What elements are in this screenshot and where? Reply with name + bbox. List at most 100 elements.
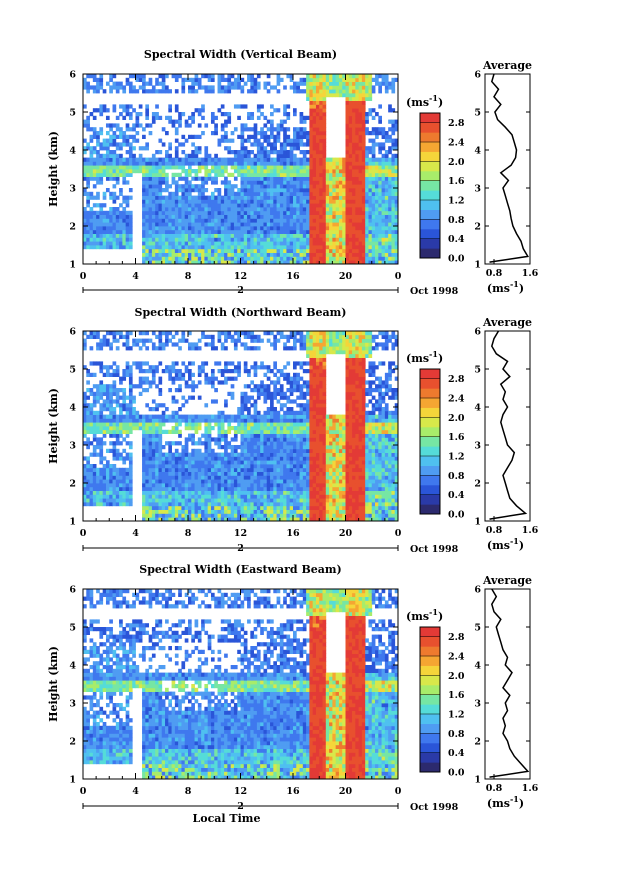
heatmap-cell (286, 180, 291, 185)
heatmap-cell (188, 157, 192, 162)
heatmap-cell (319, 142, 323, 147)
heatmap-cell (83, 226, 87, 231)
avg-y-tick-label: 2 (474, 222, 481, 233)
heatmap-cell (270, 123, 274, 128)
heatmap-cell (214, 123, 218, 128)
heatmap-cell (89, 452, 94, 457)
heatmap-cell (273, 191, 277, 196)
heatmap-cell (289, 214, 294, 219)
heatmap-cell (332, 191, 337, 196)
heatmap-cell (230, 184, 235, 189)
heatmap-cell (191, 134, 195, 139)
heatmap-cell (296, 180, 300, 185)
heatmap-cell (217, 475, 222, 480)
heatmap-cell (92, 127, 97, 132)
heatmap-cell (194, 81, 199, 86)
heatmap-cell (247, 199, 251, 204)
heatmap-cell (161, 180, 166, 185)
heatmap-cell (155, 334, 159, 339)
heatmap-cell (365, 207, 369, 212)
heatmap-cell (99, 418, 104, 423)
heatmap-cell (289, 245, 294, 250)
heatmap-cell (355, 248, 360, 253)
heatmap-cell (250, 127, 255, 132)
heatmap-cell (378, 131, 382, 136)
heatmap-cell (214, 237, 218, 242)
heatmap-cell (306, 81, 310, 86)
heatmap-cell (128, 399, 133, 404)
heatmap-cell (224, 169, 228, 174)
heatmap-cell (96, 429, 100, 434)
heatmap-cell (312, 203, 317, 208)
heatmap-cell (230, 131, 235, 136)
heatmap-cell (191, 199, 195, 204)
heatmap-cell (128, 372, 133, 377)
heatmap-cell (207, 418, 212, 423)
heatmap-cell (105, 414, 110, 419)
heatmap-cell (165, 260, 169, 265)
heatmap-cell (161, 245, 166, 250)
heatmap-cell (309, 180, 314, 185)
heatmap-cell (279, 199, 284, 204)
heatmap-cell (378, 229, 382, 234)
heatmap-cell (243, 252, 248, 257)
heatmap-cell (148, 229, 153, 234)
heatmap-cell (197, 176, 202, 181)
heatmap-cell (145, 112, 150, 117)
heatmap-cell (171, 376, 176, 381)
heatmap-cell (201, 252, 205, 257)
heatmap-cell (312, 123, 317, 128)
heatmap-cell (214, 513, 218, 518)
heatmap-cell (178, 452, 182, 457)
heatmap-cell (315, 146, 320, 151)
heatmap-cell (184, 471, 189, 476)
heatmap-cell (210, 483, 215, 488)
heatmap-cell (178, 513, 182, 518)
heatmap-cell (270, 256, 274, 261)
heatmap-cell (299, 180, 304, 185)
heatmap-cell (322, 119, 327, 124)
heatmap-cell (355, 245, 360, 250)
heatmap-cell (115, 214, 120, 219)
heatmap-cell (115, 165, 120, 170)
heatmap-cell (89, 74, 94, 79)
heatmap-cell (273, 157, 277, 162)
heatmap-cell (335, 81, 340, 86)
heatmap-cell (335, 252, 340, 257)
heatmap-cell (286, 203, 291, 208)
heatmap-cell (214, 486, 218, 491)
heatmap-cell (227, 471, 232, 476)
heatmap-cell (348, 142, 353, 147)
heatmap-cell (86, 233, 90, 238)
heatmap-cell (220, 74, 225, 79)
heatmap-cell (204, 494, 209, 499)
heatmap-cell (194, 448, 199, 453)
heatmap-cell (312, 150, 317, 155)
heatmap-cell (145, 188, 150, 193)
heatmap-cell (122, 131, 127, 136)
heatmap-cell (302, 153, 307, 158)
heatmap-cell (378, 180, 382, 185)
heatmap-cell (178, 248, 182, 253)
heatmap-cell (227, 414, 232, 419)
heatmap-cell (122, 180, 127, 185)
heatmap-cell (122, 418, 127, 423)
heatmap-cell (115, 486, 120, 491)
heatmap-cell (233, 256, 238, 261)
heatmap-cell (105, 338, 110, 343)
heatmap-cell (99, 422, 104, 427)
heatmap-cell (322, 74, 327, 79)
heatmap-cell (256, 252, 261, 257)
heatmap-cell (230, 248, 235, 253)
heatmap-cell (119, 146, 123, 151)
heatmap-cell (325, 157, 330, 162)
heatmap-cell (220, 195, 225, 200)
heatmap-cell (391, 199, 396, 204)
heatmap-cell (296, 184, 300, 189)
heatmap-cell (260, 199, 264, 204)
heatmap-cell (309, 123, 314, 128)
heatmap-cell (168, 498, 172, 503)
heatmap-cell (319, 188, 323, 193)
heatmap-cell (273, 184, 277, 189)
heatmap-cell (312, 146, 317, 151)
